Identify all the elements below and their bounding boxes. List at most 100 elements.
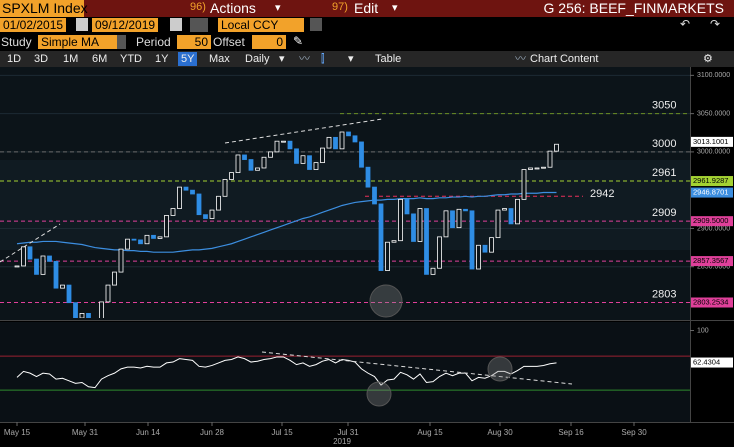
x-tick-label: Sep 30 — [621, 428, 647, 437]
level-annotation: 2942 — [590, 188, 614, 200]
dropdown-arrow: ▾ — [279, 53, 285, 65]
end-date[interactable]: 09/12/2019 — [92, 18, 159, 32]
candle — [411, 213, 416, 242]
year-label: 2019 — [333, 437, 351, 446]
undo[interactable]: ↶ — [680, 17, 691, 31]
candle — [378, 203, 384, 271]
period-button[interactable]: 6M — [92, 53, 108, 65]
candle — [346, 131, 351, 137]
trendline — [0, 223, 61, 263]
candle — [73, 302, 78, 318]
candle — [255, 167, 260, 171]
price-tag-label: 2803.2534 — [693, 297, 728, 306]
axes: 3100.0000 3050.0000 3000.0000 2900.0000 2850… — [4, 72, 733, 446]
candle — [281, 140, 286, 143]
candle-tool[interactable]: ⫿ — [321, 53, 325, 65]
edit-menu[interactable]: Edit — [354, 0, 379, 16]
rsi-panel — [0, 322, 690, 422]
price-tag — [691, 136, 733, 147]
rsi-plot — [0, 355, 690, 391]
candle — [294, 148, 299, 164]
dropdown[interactable] — [117, 35, 126, 49]
highlight-circle — [487, 356, 513, 382]
x-tick-label: May 31 — [72, 428, 99, 437]
date-bar: 01/02/2015 09/12/2019 Local CCY ↶ ↷ — [0, 17, 734, 34]
chart-content-button[interactable]: Chart Content — [530, 53, 599, 65]
candle — [86, 313, 91, 318]
candle — [554, 143, 559, 152]
candle — [268, 151, 273, 158]
table-button[interactable]: Table — [375, 53, 402, 65]
level-annotation: 2909 — [652, 207, 676, 219]
chart-icon: 〰 — [515, 53, 526, 65]
pen-icon[interactable]: ✎ — [293, 34, 304, 48]
price-plot — [0, 74, 690, 318]
study-type[interactable]: Simple MA — [38, 35, 122, 49]
period-button[interactable]: 3D — [34, 53, 49, 65]
start-date[interactable]: 01/02/2015 — [0, 18, 67, 32]
x-tick-label: Jul 15 — [271, 428, 293, 437]
dropdown-arrow: ▾ — [392, 2, 398, 14]
dropdown-arrow: ▾ — [348, 53, 354, 65]
actions-menu[interactable]: Actions — [210, 0, 256, 16]
candle — [326, 136, 332, 149]
candle — [53, 260, 59, 289]
price-tag-label: 3013.1001 — [693, 137, 728, 146]
dropdown[interactable] — [310, 18, 322, 31]
candle — [521, 169, 527, 200]
currency[interactable]: Local CCY — [218, 18, 304, 32]
highlight-circle — [366, 381, 392, 407]
period-input[interactable]: 50 — [177, 35, 211, 49]
period-button[interactable]: YTD — [120, 53, 142, 65]
price-tag — [691, 187, 733, 198]
settings[interactable]: ⚙ — [703, 53, 713, 65]
period-button[interactable]: 1D — [7, 53, 22, 65]
candle — [177, 186, 182, 209]
chart: 3100.0000 3050.0000 3000.0000 2900.0000 2850… — [0, 67, 734, 446]
ticker[interactable]: SPXLM Index — [0, 0, 88, 17]
candle — [157, 236, 163, 239]
line-tool[interactable]: 〰 — [299, 53, 310, 65]
candle — [235, 154, 241, 173]
study-label: Study — [1, 35, 32, 49]
price-tag — [691, 256, 733, 267]
candle — [34, 258, 39, 275]
calendar-icon[interactable] — [170, 18, 182, 31]
price-tag-label: 2946.8701 — [693, 188, 728, 197]
candle — [443, 210, 449, 238]
candle — [151, 234, 156, 239]
menu-number: 97) — [332, 1, 348, 13]
period-button[interactable]: 1Y — [155, 53, 169, 65]
candle — [190, 189, 195, 195]
candle — [14, 265, 20, 268]
period-button[interactable]: Max — [209, 53, 230, 65]
trendline — [224, 118, 383, 144]
x-tick-label: Jun 14 — [136, 428, 161, 437]
offset-input[interactable]: 0 — [252, 35, 286, 49]
period-button[interactable]: 5Y — [178, 52, 198, 66]
rsi-line — [16, 356, 557, 389]
candle — [105, 284, 111, 303]
price-tag-label: 62.4304 — [693, 358, 720, 367]
candle — [489, 237, 494, 253]
candle — [359, 141, 364, 168]
calendar-icon[interactable] — [76, 18, 88, 31]
candle — [404, 198, 410, 215]
frequency[interactable]: Daily — [245, 53, 270, 65]
candle — [372, 186, 377, 205]
period-button[interactable]: 1M — [63, 53, 79, 65]
dropdown[interactable] — [190, 18, 208, 32]
candle — [164, 215, 169, 238]
study-bar: Study Simple MA Period 50 Offset 0 ✎ — [0, 34, 734, 51]
candle — [40, 255, 46, 275]
chart-toolbar: 1D 3D 1M 6M YTD 1Y 5Y Max Daily ▾ 〰 ⫿ ▾ Table 〰… — [0, 51, 734, 67]
candle — [248, 159, 254, 171]
candle — [222, 179, 228, 197]
redo[interactable]: ↷ — [710, 17, 721, 31]
moving-average — [16, 191, 557, 253]
candle — [547, 150, 553, 168]
price-tag-label: 2857.3567 — [693, 256, 728, 265]
x-tick-label: Aug 30 — [487, 428, 513, 437]
level-annotation: 3050 — [652, 100, 676, 112]
candle — [60, 284, 65, 289]
